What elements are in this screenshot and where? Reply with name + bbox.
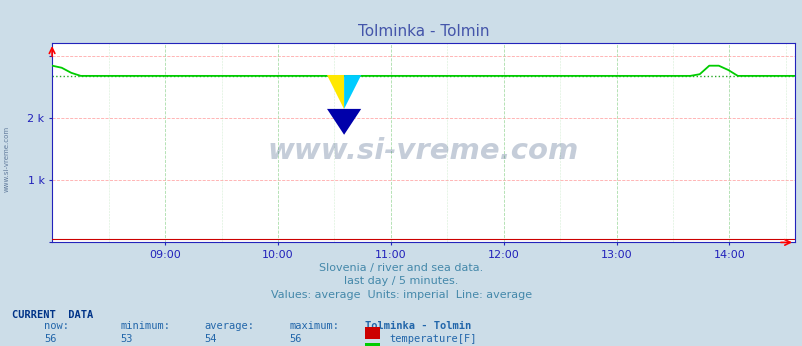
Text: average:: average: — [205, 321, 254, 331]
Text: 56: 56 — [289, 334, 302, 344]
Polygon shape — [344, 75, 361, 109]
Text: Values: average  Units: imperial  Line: average: Values: average Units: imperial Line: av… — [270, 290, 532, 300]
Text: 54: 54 — [205, 334, 217, 344]
Text: www.si-vreme.com: www.si-vreme.com — [268, 137, 578, 165]
Text: Slovenia / river and sea data.: Slovenia / river and sea data. — [319, 263, 483, 273]
Text: Tolminka - Tolmin: Tolminka - Tolmin — [365, 321, 471, 331]
Polygon shape — [326, 75, 344, 109]
Text: temperature[F]: temperature[F] — [389, 334, 476, 344]
Text: 56: 56 — [44, 334, 57, 344]
Text: www.si-vreme.com: www.si-vreme.com — [3, 126, 10, 192]
Text: CURRENT  DATA: CURRENT DATA — [12, 310, 93, 320]
Title: Tolminka - Tolmin: Tolminka - Tolmin — [358, 24, 488, 39]
Text: last day / 5 minutes.: last day / 5 minutes. — [344, 276, 458, 286]
Text: minimum:: minimum: — [120, 321, 170, 331]
Bar — [365, 343, 379, 346]
Bar — [365, 327, 379, 339]
Text: 53: 53 — [120, 334, 133, 344]
Polygon shape — [326, 109, 361, 135]
Text: now:: now: — [44, 321, 69, 331]
Text: maximum:: maximum: — [289, 321, 338, 331]
